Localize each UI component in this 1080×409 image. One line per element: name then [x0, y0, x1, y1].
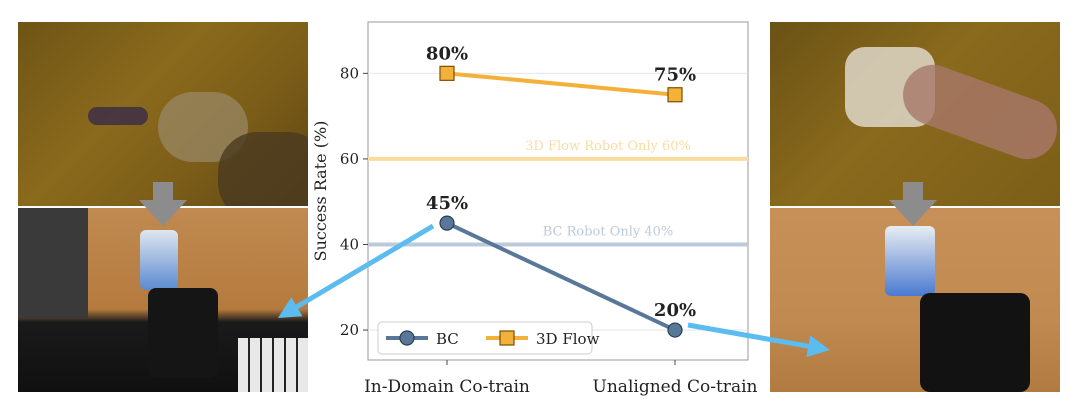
legend-marker — [499, 330, 515, 346]
legend-label: 3D Flow — [536, 330, 600, 348]
y-tick-label: 80 — [340, 64, 359, 82]
right-human-video-frame — [770, 22, 1060, 206]
pointer-head — [806, 335, 830, 358]
object-shape — [88, 107, 148, 125]
data-label: 80% — [426, 43, 468, 64]
reference-line-label: BC Robot Only 40% — [543, 224, 674, 239]
data-point — [439, 65, 455, 81]
x-tick-label: In-Domain Co-train — [364, 377, 530, 397]
right-pointer-arrow-icon — [687, 322, 830, 358]
robot-gripper-shape — [148, 288, 218, 378]
data-label: 45% — [426, 193, 468, 214]
down-arrow-shape — [139, 182, 187, 226]
left-human-video-frame — [18, 22, 308, 206]
y-tick-label: 40 — [340, 235, 359, 253]
series-line-bc — [446, 221, 676, 332]
reference-line-label: 3D Flow Robot Only 60% — [525, 139, 691, 154]
left-down-arrow-icon — [139, 182, 187, 226]
y-axis-label: Success Rate (%) — [311, 121, 330, 262]
monitor-shape — [18, 208, 88, 318]
plot-area — [367, 21, 749, 361]
pointer-shaft — [687, 322, 809, 349]
data-point — [439, 215, 455, 231]
legend-box — [377, 321, 593, 355]
juice-pouch-shape — [140, 230, 178, 290]
legend-label: BC — [436, 330, 459, 348]
right-down-arrow-icon — [889, 182, 937, 226]
left-pointer-arrow-icon — [278, 223, 435, 318]
data-point — [667, 87, 683, 103]
down-arrow-shape — [889, 182, 937, 226]
left-robot-frame — [18, 208, 308, 392]
right-robot-frame — [770, 208, 1060, 392]
legend-marker — [399, 330, 415, 346]
data-label: 20% — [654, 300, 696, 321]
series-line-3d-flow — [446, 71, 676, 97]
data-label: 75% — [654, 65, 696, 86]
y-tick-label: 60 — [340, 150, 359, 168]
x-tick-label: Unaligned Co-train — [593, 377, 758, 397]
keyboard-shape — [238, 338, 308, 392]
pointer-shaft — [295, 223, 435, 309]
pointer-head — [278, 297, 303, 318]
robot-gripper-shape — [920, 293, 1030, 392]
juice-pouch-shape — [885, 226, 935, 296]
y-tick-label: 20 — [340, 321, 359, 339]
arm-shape — [218, 132, 308, 206]
data-point — [667, 322, 683, 338]
